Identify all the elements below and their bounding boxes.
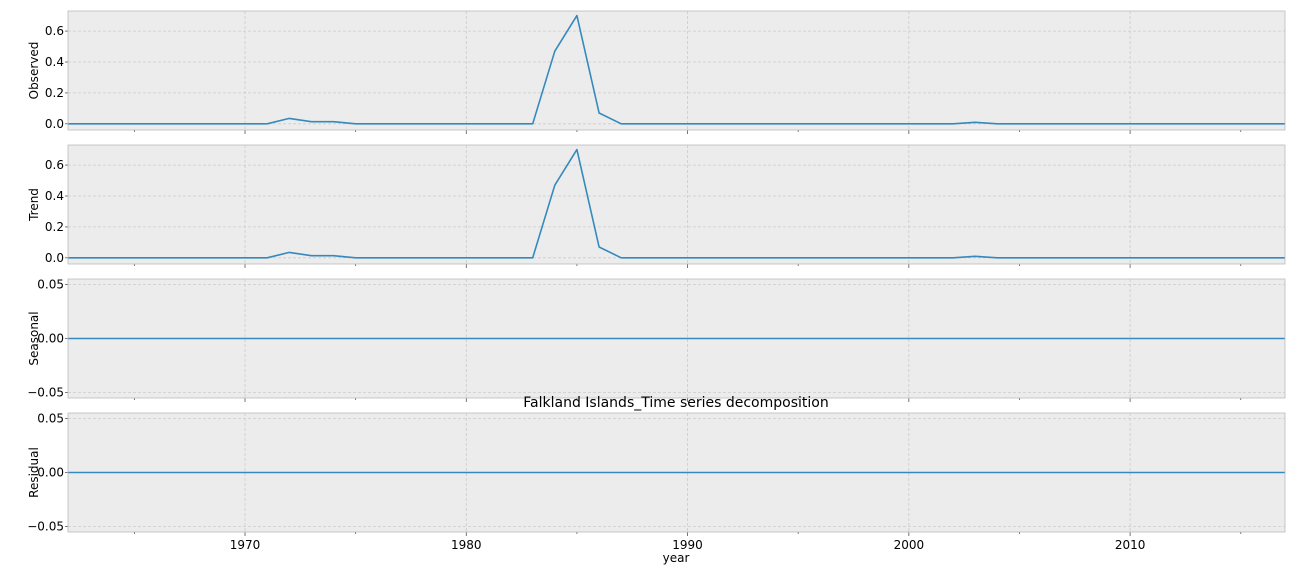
y-axis-label: Residual: [27, 447, 41, 498]
panel-residual: −0.05 0.00 0.05 Residual 1970 1980 1990 2000 201…: [27, 411, 1286, 552]
plot-background: [68, 11, 1285, 130]
series-line-trend: [68, 148, 1285, 259]
chart-title: Falkland Islands_Time series decompositi…: [523, 395, 828, 411]
y-tick-label: 0.05: [37, 277, 64, 291]
x-tick-label: 2000: [894, 538, 925, 552]
y-tick-label: 0.2: [45, 86, 64, 100]
y-tick-label: 0.4: [45, 189, 64, 203]
plot-frame: [67, 144, 1286, 265]
chart-panels: 0.0 0.2 0.4 0.6 Observed 0.0 0.2 0.4 0.6 Trend −0.…: [27, 10, 1286, 552]
y-axis-label: Seasonal: [27, 311, 41, 365]
panel-seasonal: −0.05 0.00 0.05 Seasonal: [27, 277, 1286, 402]
plot-frame: [67, 10, 1286, 131]
x-tick-label: 2010: [1115, 538, 1146, 552]
x-tick-label: 1970: [230, 538, 261, 552]
y-tick-label: 0.05: [37, 411, 64, 425]
y-axis-label: Trend: [27, 188, 41, 222]
series-line-observed: [68, 14, 1285, 125]
plot-frame: [67, 412, 1286, 533]
x-tick-label: 1990: [672, 538, 703, 552]
y-tick-label: 0.2: [45, 220, 64, 234]
y-tick-label: −0.05: [27, 386, 64, 400]
y-tick-label: −0.05: [27, 520, 64, 534]
y-axis-label: Observed: [27, 42, 41, 100]
y-tick-label: 0.00: [37, 466, 64, 480]
y-tick-label: 0.0: [45, 117, 64, 131]
x-tick-label: 1980: [451, 538, 482, 552]
panel-observed: 0.0 0.2 0.4 0.6 Observed: [27, 10, 1286, 134]
x-axis-label: year: [663, 551, 690, 565]
y-tick-label: 0.6: [45, 158, 64, 172]
y-tick-label: 0.00: [37, 332, 64, 346]
y-tick-label: 0.0: [45, 251, 64, 265]
plot-background: [68, 145, 1285, 264]
y-tick-label: 0.6: [45, 24, 64, 38]
panel-trend: 0.0 0.2 0.4 0.6 Trend: [27, 144, 1286, 268]
y-tick-label: 0.4: [45, 55, 64, 69]
plot-frame: [67, 278, 1286, 399]
